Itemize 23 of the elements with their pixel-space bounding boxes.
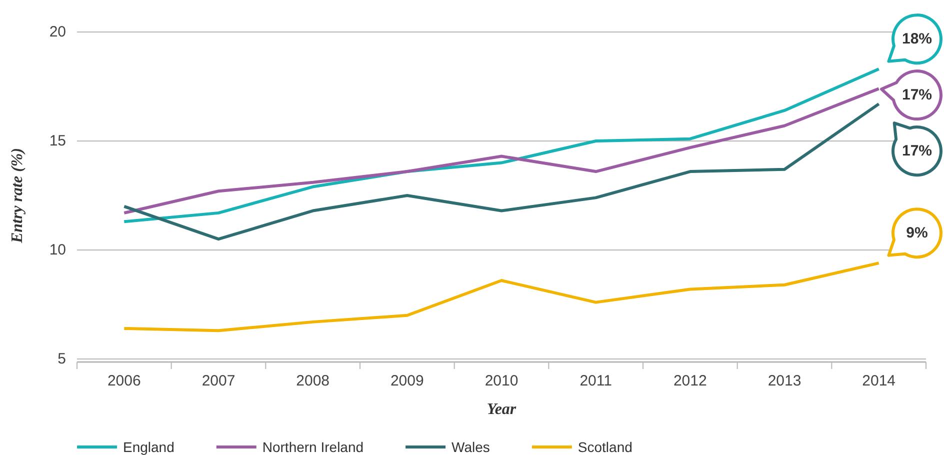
x-tick-label: 2011 xyxy=(580,372,612,390)
legend-label: Northern Ireland xyxy=(262,439,364,455)
legend-label: Wales xyxy=(452,439,490,455)
legend-label: England xyxy=(123,439,174,455)
data-label: 18% xyxy=(902,30,932,48)
x-axis-title: Year xyxy=(486,400,517,418)
x-tick-label: 2010 xyxy=(484,372,518,390)
x-tick-label: 2007 xyxy=(202,372,236,390)
legend-label: Scotland xyxy=(578,439,632,455)
data-label: 17% xyxy=(902,86,932,104)
x-tick-label: 2006 xyxy=(107,372,141,390)
y-tick-label: 10 xyxy=(49,242,66,258)
y-tick-label: 5 xyxy=(58,350,66,368)
x-tick-label: 2013 xyxy=(768,372,802,390)
y-axis-title: Entry rate (%) xyxy=(8,148,26,244)
x-tick-label: 2009 xyxy=(390,372,424,390)
data-label: 17% xyxy=(902,142,932,160)
x-tick-label: 2012 xyxy=(673,372,707,390)
y-tick-label: 20 xyxy=(49,24,66,40)
y-tick-label: 15 xyxy=(49,132,66,150)
x-tick-label: 2008 xyxy=(296,372,330,390)
data-label: 9% xyxy=(906,224,928,242)
x-tick-label: 2014 xyxy=(862,372,896,390)
